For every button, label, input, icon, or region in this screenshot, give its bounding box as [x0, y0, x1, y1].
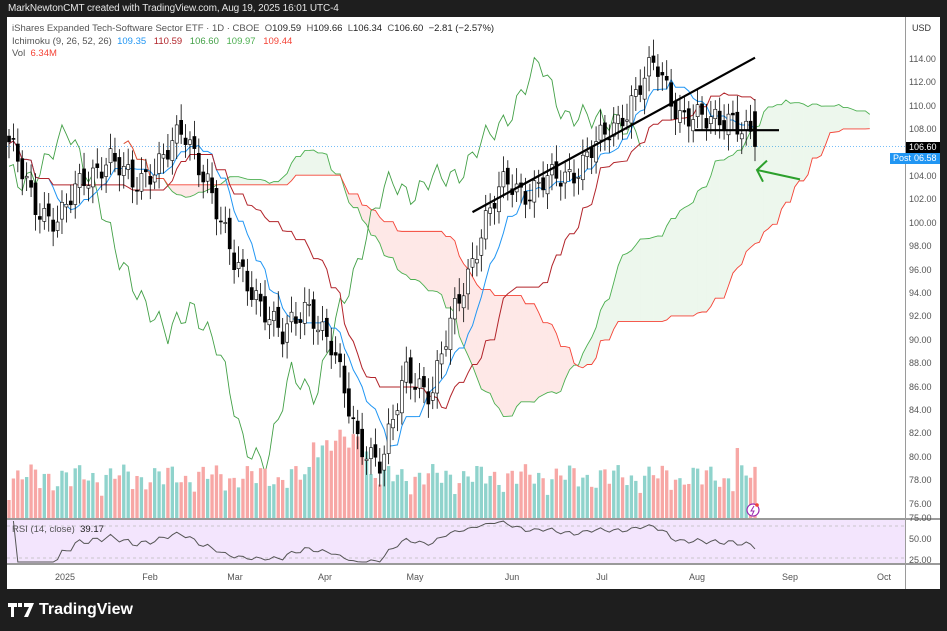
price-tick: 80.00	[909, 451, 932, 462]
ohlc-high: H109.66	[306, 23, 343, 34]
time-tick: Feb	[142, 572, 158, 582]
ichimoku-value: 109.35	[117, 35, 149, 47]
rsi-label: RSI (14, close)	[12, 524, 75, 535]
ichimoku-legend[interactable]: Ichimoku (9, 26, 52, 26) 109.35 110.59 1…	[12, 36, 494, 49]
rsi-value: 39.17	[80, 524, 104, 535]
price-tick: 86.00	[909, 381, 932, 392]
volume-legend[interactable]: Vol 6.34M	[12, 48, 494, 61]
time-axis-separator	[7, 563, 940, 565]
time-tick: Jul	[596, 572, 608, 582]
ichimoku-value: 109.97	[226, 35, 259, 47]
ichimoku-values: 109.35 110.59 106.60 109.97 109.44	[117, 36, 297, 47]
ichimoku-value: 109.44	[263, 35, 293, 47]
time-tick: Sep	[781, 572, 799, 582]
price-tick: 104.00	[909, 171, 937, 181]
brand-name: TradingView	[39, 601, 133, 618]
price-axis[interactable]	[905, 17, 941, 589]
price-tick: 90.00	[909, 334, 932, 345]
price-tick: 76.00	[909, 498, 932, 509]
ohlc-low: L106.34	[347, 23, 383, 34]
time-tick: Aug	[688, 572, 706, 582]
rsi-tick: 75.00	[909, 513, 932, 523]
price-tick: 102.00	[909, 194, 937, 205]
price-tick: 78.00	[909, 475, 932, 486]
price-tick: 112.00	[909, 77, 936, 88]
symbol-line: iShares Expanded Tech-Software Sector ET…	[12, 23, 494, 36]
ichimoku-value: 110.59	[153, 35, 185, 47]
symbol-title[interactable]: iShares Expanded Tech-Software Sector ET…	[12, 23, 260, 34]
price-tick: 96.00	[909, 264, 932, 275]
tradingview-logo: TradingView	[8, 601, 133, 619]
price-tick: 82.00	[909, 428, 932, 439]
time-axis[interactable]: 2025 Feb Mar Apr May Jun Jul Aug Sep Oct	[7, 565, 905, 589]
price-tick: 92.00	[909, 311, 932, 322]
price-chart-canvas[interactable]	[7, 17, 940, 589]
post-price-tag: 106.58	[906, 153, 940, 164]
time-tick: Oct	[876, 572, 892, 582]
chart-credit: MarkNewtonCMT created with TradingView.c…	[8, 3, 339, 14]
price-tick: 100.00	[909, 217, 937, 228]
volume-label: Vol	[12, 48, 26, 59]
price-tick: 110.00	[909, 100, 936, 111]
rsi-tick: 50.00	[909, 534, 932, 544]
post-market-label: Post	[890, 153, 915, 164]
last-price-tag: 106.60	[906, 142, 940, 153]
tradingview-logo-icon	[8, 603, 34, 617]
price-tick: 88.00	[909, 358, 932, 369]
ichimoku-label: Ichimoku (9, 26, 52, 26)	[12, 35, 112, 47]
time-tick: Mar	[227, 572, 243, 582]
price-tick: 98.00	[909, 241, 932, 252]
price-tick: 108.00	[909, 124, 937, 135]
price-change: −2.81 (−2.57%)	[428, 23, 495, 34]
rsi-tick: 25.00	[909, 555, 932, 565]
currency-label[interactable]: USD	[912, 23, 932, 33]
price-tick: 114.00	[909, 54, 936, 64]
ohlc-close: C106.60	[387, 23, 424, 34]
ichimoku-value: 106.60	[189, 35, 222, 47]
pane-separator[interactable]	[7, 518, 940, 520]
time-tick: 2025	[54, 572, 76, 582]
time-tick: Apr	[317, 572, 333, 582]
price-tick: 84.00	[909, 405, 932, 415]
time-tick: May	[406, 572, 424, 582]
rsi-legend[interactable]: RSI (14, close) 39.17	[12, 524, 104, 535]
price-tick: 94.00	[909, 288, 932, 298]
volume-value: 6.34M	[30, 48, 57, 59]
chart-frame[interactable]: iShares Expanded Tech-Software Sector ET…	[7, 17, 940, 589]
chart-legend: iShares Expanded Tech-Software Sector ET…	[12, 23, 494, 61]
time-tick: Jun	[504, 572, 520, 582]
ohlc-open: O109.59	[264, 23, 302, 34]
